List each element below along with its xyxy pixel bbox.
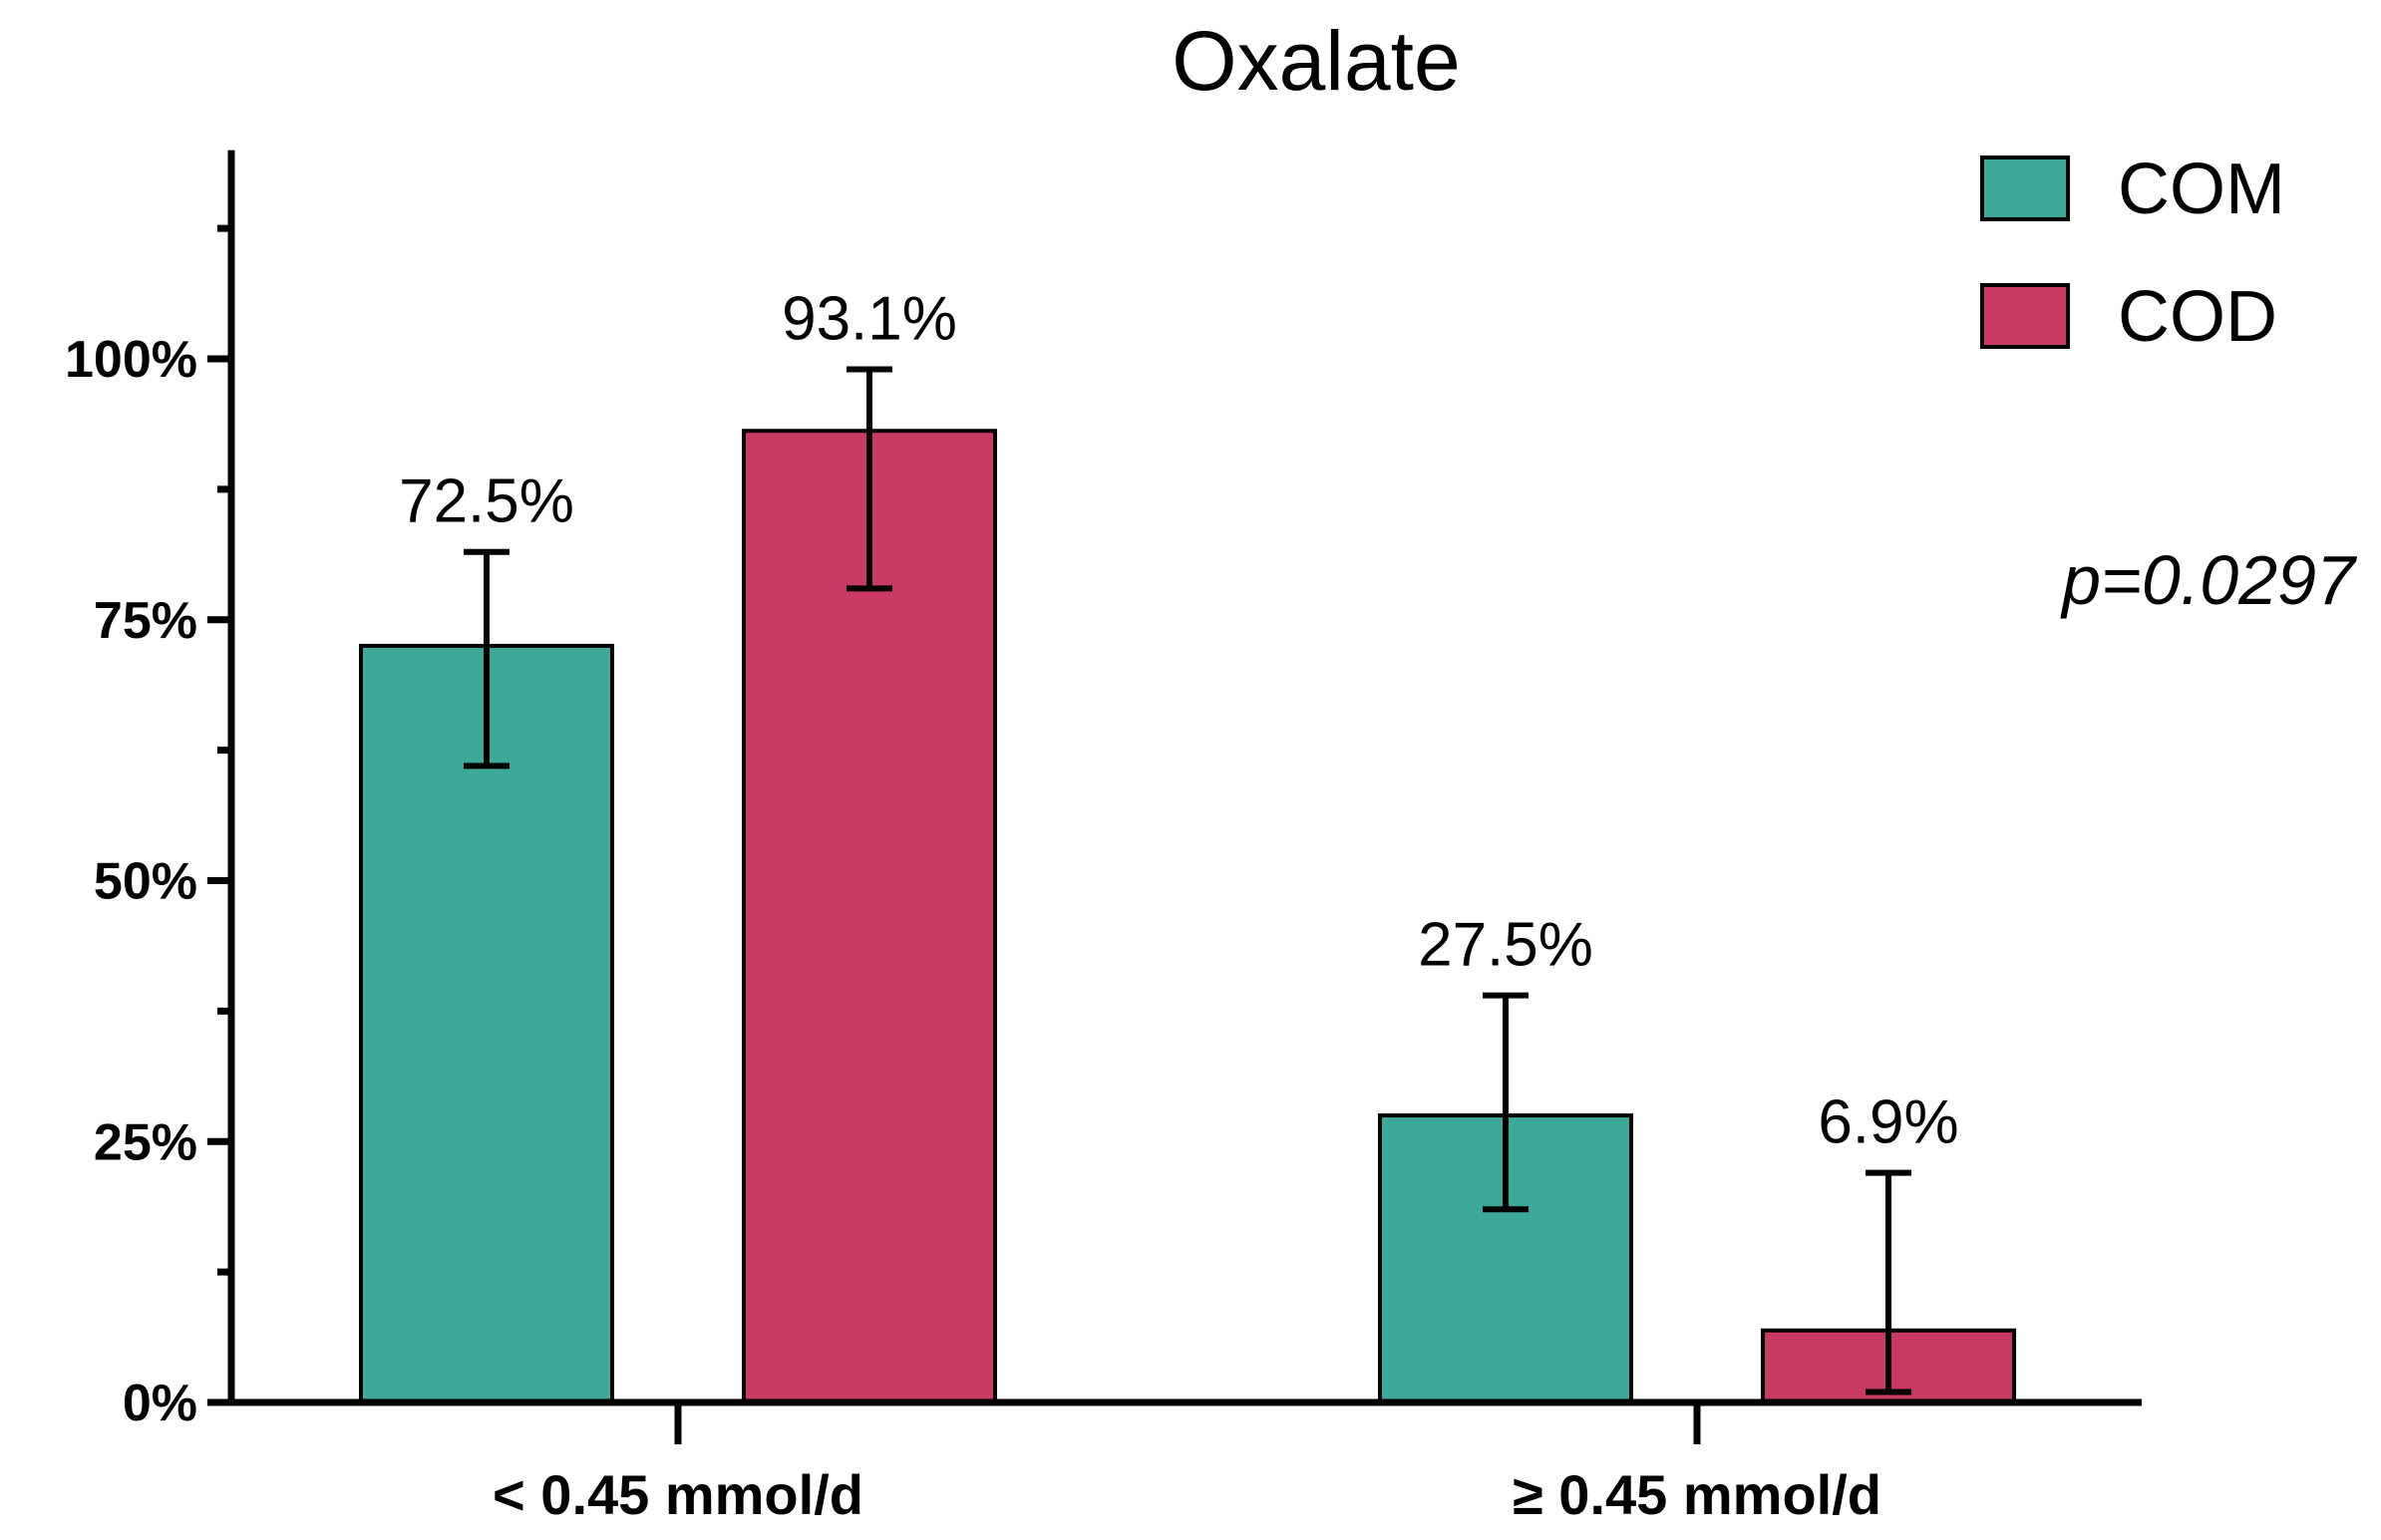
y-axis-ticks: 0% 25% 50% 75% 100% [65,228,231,1432]
bars: 72.5% 93.1% 27.5% 6.9% [361,284,2014,1402]
data-label: 93.1% [782,284,957,353]
chart-title: Oxalate [1172,14,1461,108]
y-tick-label: 50% [94,853,197,911]
legend-label-cod: COD [2118,277,2277,357]
y-tick-label: 100% [65,331,197,389]
data-label: 27.5% [1418,911,1593,980]
y-tick-label: 25% [94,1113,197,1171]
y-tick-label: 75% [94,592,197,650]
data-label: 6.9% [1818,1088,1958,1157]
p-value-annotation: p=0.0297 [2060,541,2358,619]
data-label: 72.5% [399,467,574,536]
legend-label-com: COM [2118,150,2285,229]
legend-swatch-com [1982,157,2068,219]
y-tick-label: 0% [123,1375,197,1432]
legend: COM COD [1982,150,2285,357]
x-tick-label: < 0.45 mmol/d [493,1463,863,1526]
x-axis: < 0.45 mmol/d ≥ 0.45 mmol/d [228,1402,2142,1526]
oxalate-bar-chart: Oxalate 0% 25% 50% 75% 100% 72.5% 93.1% 27.5% 6… [0,0,2381,1540]
legend-swatch-cod [1982,285,2068,347]
x-tick-label: ≥ 0.45 mmol/d [1513,1463,1881,1526]
